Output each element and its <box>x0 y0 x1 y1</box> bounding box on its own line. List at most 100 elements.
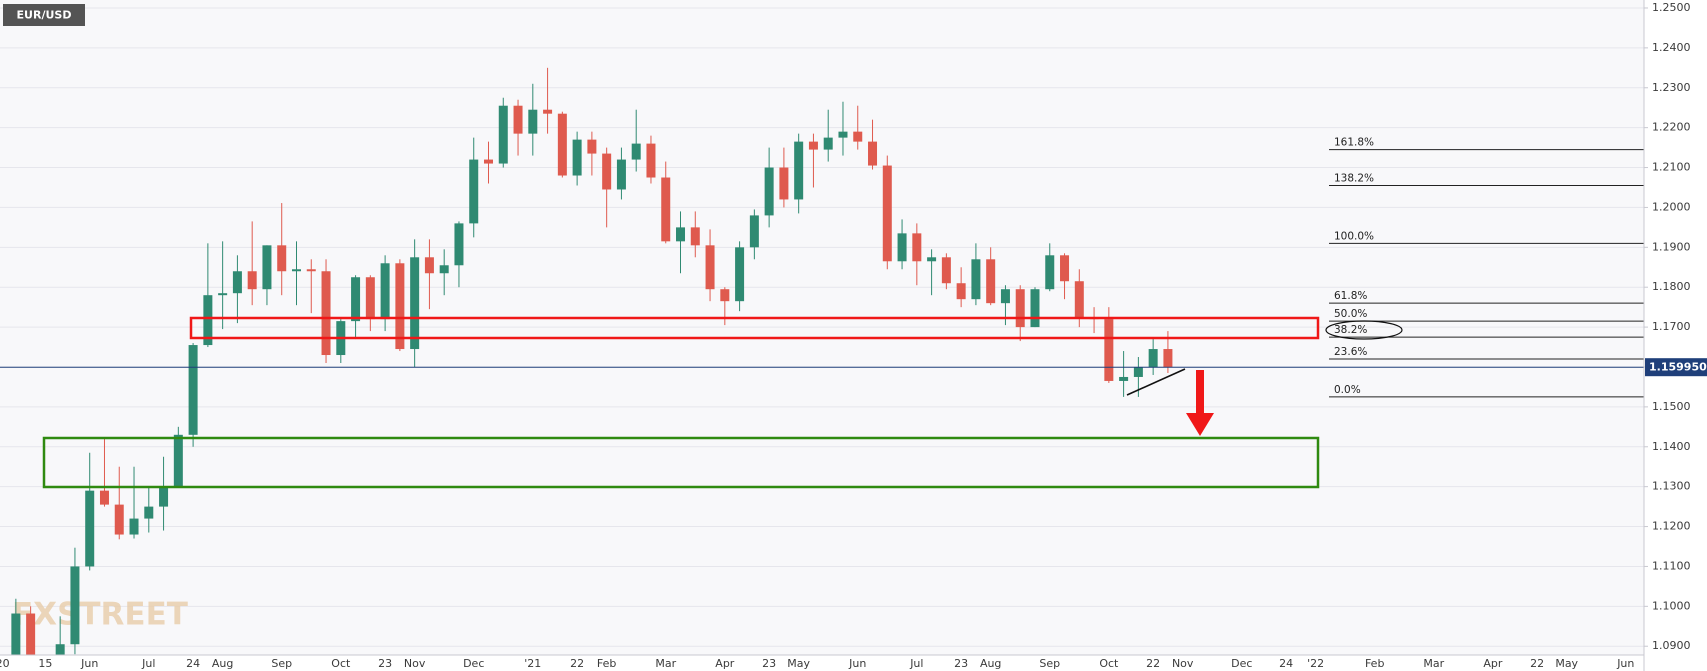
fib-label: 38.2% <box>1334 324 1367 336</box>
x-tick-label: 22 <box>1530 657 1544 670</box>
x-tick-label: Mar <box>655 657 676 670</box>
candle-body <box>749 215 759 248</box>
fib-label: 61.8% <box>1334 290 1367 302</box>
candle-body <box>85 490 95 567</box>
candle-body <box>129 518 139 535</box>
support-zone <box>42 436 1320 489</box>
candle-body <box>380 263 390 320</box>
watermark: FXSTREET <box>12 597 188 633</box>
candle-body <box>306 269 316 272</box>
candle-body <box>232 271 242 294</box>
candle-body <box>646 143 656 178</box>
candle-body <box>55 644 65 655</box>
x-tick-label: 22 <box>1146 657 1160 670</box>
candle-body <box>159 486 169 507</box>
candle-body <box>882 165 892 262</box>
candle-body <box>572 139 582 176</box>
candle-body <box>439 265 449 274</box>
candle-body <box>424 257 434 274</box>
y-tick-label: 1.1000 <box>1652 599 1691 612</box>
arrow-head <box>1186 413 1214 436</box>
x-tick-label: Sep <box>271 657 292 670</box>
candle-body <box>543 109 553 114</box>
candle-body <box>1045 255 1055 290</box>
candle-body <box>897 233 907 262</box>
last-price-label: 1.159950 <box>1649 361 1707 374</box>
candle-body <box>853 131 863 142</box>
candle-body <box>70 566 80 645</box>
candle-body <box>602 153 612 190</box>
candle-body <box>188 345 198 435</box>
candle-body <box>956 283 966 300</box>
candle-body <box>808 141 818 150</box>
fib-label: 0.0% <box>1334 384 1361 396</box>
y-tick-label: 1.1500 <box>1652 400 1691 413</box>
x-tick-label: May <box>1555 657 1578 670</box>
candles <box>11 67 1173 655</box>
y-tick-label: 1.0900 <box>1652 639 1691 652</box>
arrow-shaft <box>1196 370 1204 415</box>
y-tick-label: 1.2000 <box>1652 200 1691 213</box>
candle-body <box>557 113 567 176</box>
x-tick-label: 23 <box>762 657 776 670</box>
candle-body <box>1133 366 1143 377</box>
candle-body <box>838 131 848 138</box>
candle-body <box>1015 289 1025 328</box>
candle-body <box>1074 281 1084 318</box>
candle-body <box>1030 289 1040 328</box>
candle-body <box>720 289 730 302</box>
x-tick-label: Jun <box>1616 657 1634 670</box>
x-tick-label: Nov <box>404 657 426 670</box>
x-tick-label: 24 <box>186 657 200 670</box>
candle-body <box>779 167 789 200</box>
candle-body <box>26 613 36 655</box>
x-tick-label: 15 <box>38 657 52 670</box>
candle-body <box>794 141 804 200</box>
candle-body <box>735 247 745 302</box>
candle-body <box>1148 349 1158 367</box>
x-tick-label: Apr <box>715 657 735 670</box>
price-axis-area <box>1644 0 1707 671</box>
y-tick-label: 1.1700 <box>1652 320 1691 333</box>
x-tick-label: Feb <box>597 657 616 670</box>
y-tick-label: 1.2500 <box>1652 1 1691 14</box>
candle-body <box>218 293 228 296</box>
x-tick-label: May <box>787 657 810 670</box>
y-tick-label: 1.2400 <box>1652 41 1691 54</box>
x-tick-label: 22 <box>570 657 584 670</box>
y-tick-label: 1.2300 <box>1652 81 1691 94</box>
y-tick-label: 1.1200 <box>1652 520 1691 533</box>
candle-body <box>114 504 124 535</box>
fib-label: 138.2% <box>1334 172 1374 184</box>
candle-body <box>1119 376 1129 381</box>
fib-label: 23.6% <box>1334 346 1367 358</box>
candle-body <box>277 245 287 272</box>
candle-body <box>705 245 715 290</box>
candle-body <box>690 227 700 246</box>
resistance-zone <box>189 316 1320 340</box>
candle-body <box>11 613 21 655</box>
y-tick-label: 1.1900 <box>1652 240 1691 253</box>
candle-body <box>513 105 523 134</box>
candle-body <box>173 434 183 487</box>
candle-body <box>823 137 833 150</box>
y-tick-label: 1.2200 <box>1652 121 1691 134</box>
candle-body <box>395 263 405 350</box>
candle-body <box>262 245 272 290</box>
trend-line <box>1126 368 1186 396</box>
candle-body <box>291 269 301 272</box>
candle-body <box>99 490 109 505</box>
x-tick-label: Jun <box>80 657 98 670</box>
candle-body <box>616 159 626 190</box>
candle-body <box>1060 255 1070 282</box>
x-tick-label: Aug <box>980 657 1001 670</box>
candle-body <box>247 271 257 290</box>
chart-title: EUR/USD <box>17 9 72 22</box>
candle-body <box>661 177 671 242</box>
time-axis-area <box>0 655 1644 671</box>
candle-body <box>1000 289 1010 304</box>
candle-body <box>1104 319 1114 381</box>
x-tick-label: 23 <box>378 657 392 670</box>
